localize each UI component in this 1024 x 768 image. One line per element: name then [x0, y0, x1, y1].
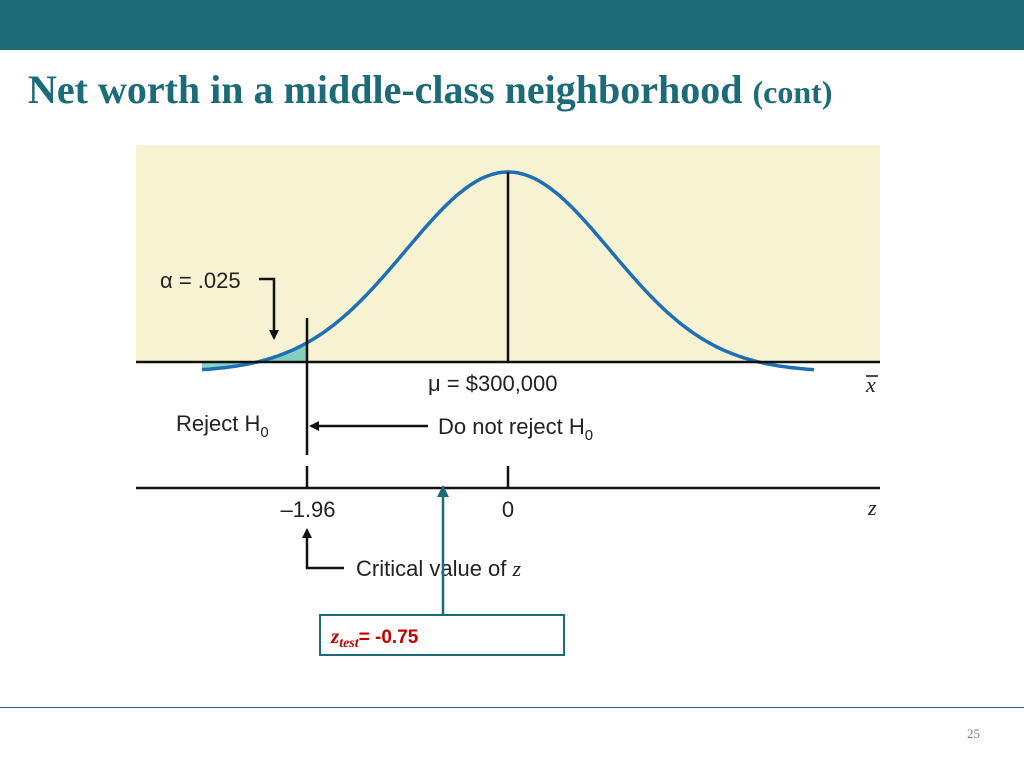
critical-value-caption: Critical value of z — [356, 556, 522, 581]
alpha-pointer-arrow — [259, 277, 279, 340]
z-tick-label-critical: –1.96 — [280, 497, 335, 522]
title-suffix: (cont) — [752, 74, 833, 110]
z-test-callout: ztest= -0.75 — [319, 614, 565, 656]
z-test-value: = -0.75 — [358, 627, 419, 648]
z-tick-label-zero: 0 — [502, 497, 514, 522]
page-number: 25 — [967, 726, 980, 741]
title-main: Net worth in a middle-class neighborhood — [28, 67, 743, 112]
z-axis-label: z — [867, 495, 877, 520]
do-not-reject-h0-label: Do not reject H0 — [438, 414, 593, 444]
footer-divider — [0, 707, 1024, 708]
header-bar — [0, 0, 1024, 50]
z-test-symbol: z — [331, 624, 340, 648]
xbar-axis-label: x — [865, 372, 876, 397]
z-test-pointer-head — [437, 485, 449, 497]
alpha-label: α = .025 — [160, 268, 241, 293]
z-test-subscript: test — [339, 636, 359, 651]
slide-title: Net worth in a middle-class neighborhood… — [28, 66, 832, 113]
critical-value-arrow — [302, 528, 344, 570]
reject-h0-label: Reject H0 — [176, 411, 269, 441]
mu-label: μ = $300,000 — [428, 371, 558, 396]
